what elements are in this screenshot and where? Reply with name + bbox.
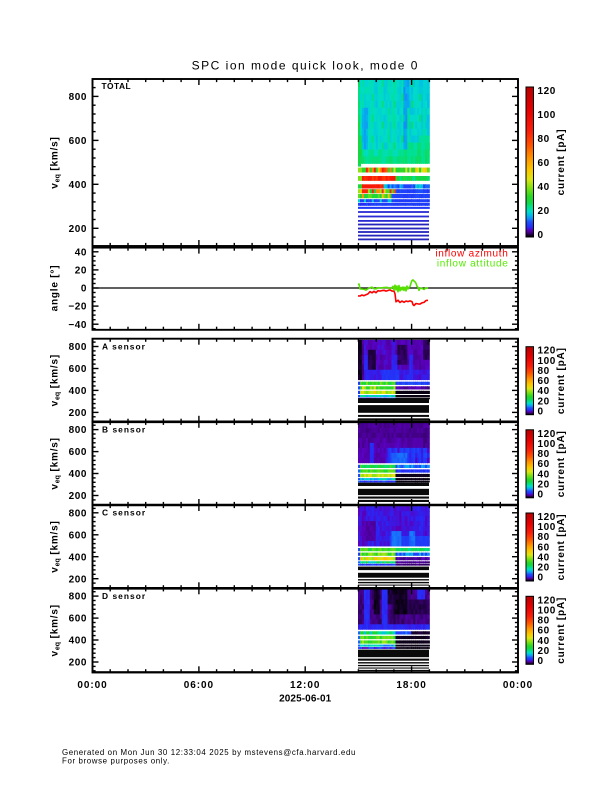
svg-text:80: 80 — [538, 449, 550, 460]
svg-text:800: 800 — [69, 508, 87, 519]
svg-text:200: 200 — [69, 658, 87, 669]
svg-text:current [pA]: current [pA] — [556, 129, 567, 196]
svg-text:120: 120 — [538, 86, 556, 97]
svg-text:40: 40 — [538, 386, 550, 397]
svg-text:100: 100 — [538, 110, 556, 121]
svg-text:SPC ion mode quick look, mode: SPC ion mode quick look, mode 0 — [192, 59, 419, 73]
svg-text:−40: −40 — [68, 320, 87, 331]
svg-text:current [pA]: current [pA] — [556, 597, 567, 664]
svg-text:angle [°]: angle [°] — [50, 265, 61, 312]
svg-text:A sensor: A sensor — [102, 341, 146, 351]
svg-text:current [pA]: current [pA] — [556, 347, 567, 414]
svg-text:Generated on Mon Jun 30 12:33:: Generated on Mon Jun 30 12:33:04 2025 by… — [62, 748, 356, 757]
svg-text:0: 0 — [538, 573, 544, 584]
svg-text:For browse purposes only.: For browse purposes only. — [62, 757, 170, 766]
svg-text:40: 40 — [538, 553, 550, 564]
svg-text:100: 100 — [538, 439, 556, 450]
svg-text:60: 60 — [538, 459, 550, 470]
svg-text:100: 100 — [538, 356, 556, 367]
svg-text:0: 0 — [538, 406, 544, 417]
svg-text:400: 400 — [69, 636, 87, 647]
svg-text:0: 0 — [538, 656, 544, 667]
svg-text:06:00: 06:00 — [184, 680, 214, 691]
svg-text:200: 200 — [69, 491, 87, 502]
svg-text:100: 100 — [538, 522, 556, 533]
svg-text:600: 600 — [69, 364, 87, 375]
svg-text:120: 120 — [538, 346, 556, 357]
svg-text:120: 120 — [538, 595, 556, 606]
svg-text:18:00: 18:00 — [396, 680, 426, 691]
svg-text:400: 400 — [69, 469, 87, 480]
svg-text:400: 400 — [69, 180, 87, 191]
svg-text:D sensor: D sensor — [102, 591, 146, 601]
svg-text:400: 400 — [69, 386, 87, 397]
svg-text:600: 600 — [69, 614, 87, 625]
svg-text:0: 0 — [538, 230, 544, 241]
svg-text:2025-06-01: 2025-06-01 — [279, 694, 331, 705]
svg-text:80: 80 — [538, 366, 550, 377]
svg-text:B sensor: B sensor — [102, 424, 146, 434]
svg-text:20: 20 — [538, 206, 550, 217]
svg-text:80: 80 — [538, 532, 550, 543]
svg-text:20: 20 — [538, 479, 550, 490]
svg-text:0: 0 — [538, 490, 544, 501]
svg-text:600: 600 — [69, 136, 87, 147]
svg-text:−20: −20 — [68, 302, 87, 313]
svg-text:200: 200 — [69, 224, 87, 235]
svg-text:60: 60 — [538, 542, 550, 553]
svg-text:20: 20 — [538, 396, 550, 407]
svg-text:current [pA]: current [pA] — [556, 514, 567, 581]
svg-text:current [pA]: current [pA] — [556, 430, 567, 497]
svg-text:200: 200 — [69, 574, 87, 585]
svg-text:80: 80 — [538, 134, 550, 145]
svg-text:C sensor: C sensor — [102, 508, 146, 518]
svg-text:200: 200 — [69, 408, 87, 419]
svg-text:20: 20 — [538, 646, 550, 657]
svg-text:60: 60 — [538, 626, 550, 637]
svg-text:100: 100 — [538, 605, 556, 616]
svg-text:inflow attitude: inflow attitude — [437, 259, 509, 270]
svg-text:120: 120 — [538, 429, 556, 440]
svg-text:40: 40 — [538, 469, 550, 480]
svg-text:40: 40 — [538, 182, 550, 193]
svg-text:600: 600 — [69, 530, 87, 541]
svg-text:800: 800 — [69, 592, 87, 603]
svg-text:800: 800 — [69, 92, 87, 103]
svg-text:TOTAL: TOTAL — [102, 81, 132, 91]
svg-text:60: 60 — [538, 376, 550, 387]
svg-text:12:00: 12:00 — [290, 680, 320, 691]
svg-text:400: 400 — [69, 552, 87, 563]
svg-text:20: 20 — [538, 563, 550, 574]
svg-text:0: 0 — [81, 284, 87, 295]
svg-text:120: 120 — [538, 512, 556, 523]
svg-text:80: 80 — [538, 616, 550, 627]
svg-text:00:00: 00:00 — [503, 680, 533, 691]
svg-text:600: 600 — [69, 447, 87, 458]
svg-text:20: 20 — [75, 266, 87, 277]
svg-text:40: 40 — [538, 636, 550, 647]
svg-text:00:00: 00:00 — [77, 680, 107, 691]
svg-text:800: 800 — [69, 342, 87, 353]
svg-text:inflow azimuth: inflow azimuth — [435, 249, 508, 260]
svg-text:60: 60 — [538, 158, 550, 169]
svg-text:40: 40 — [75, 247, 87, 258]
svg-text:800: 800 — [69, 425, 87, 436]
